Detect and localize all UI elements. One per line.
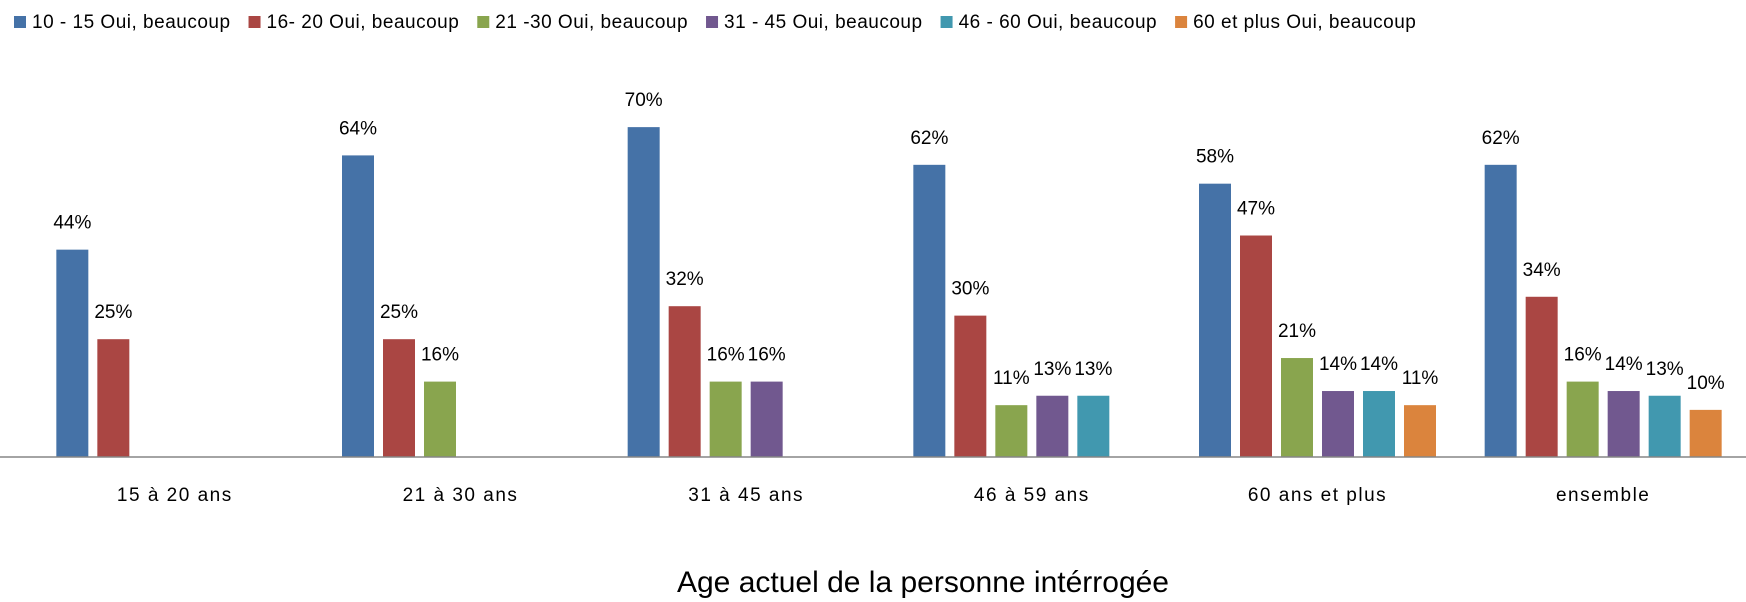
x-tick-label: 46 à 59 ans [974, 485, 1090, 506]
data-label: 30% [951, 279, 989, 300]
bar [1077, 395, 1110, 457]
bar [1484, 164, 1517, 457]
data-label: 16% [421, 345, 459, 366]
bar [1322, 391, 1354, 457]
data-label: 70% [625, 90, 663, 111]
data-label: 16% [748, 345, 786, 366]
legend-label: 60 et plus Oui, beaucoup [1193, 12, 1416, 33]
data-label: 62% [1482, 128, 1520, 149]
legend-label: 31 - 45 Oui, beaucoup [724, 12, 923, 33]
legend-label: 21 -30 Oui, beaucoup [495, 12, 688, 33]
bar [1566, 381, 1599, 457]
bar [709, 381, 742, 457]
x-tick-label: 21 à 30 ans [403, 485, 519, 506]
legend-swatch [940, 16, 953, 28]
x-tick-label: 31 à 45 ans [688, 485, 804, 506]
bar [342, 155, 374, 457]
data-label: 13% [1033, 359, 1071, 380]
bar [1240, 235, 1272, 457]
bar [627, 127, 660, 457]
data-label: 25% [380, 302, 418, 323]
data-label: 10% [1687, 373, 1725, 394]
data-label: 13% [1074, 359, 1112, 380]
bar [668, 306, 701, 457]
bar [383, 339, 415, 457]
legend-label: 16- 20 Oui, beaucoup [267, 12, 460, 33]
bar [1036, 395, 1069, 457]
data-label: 21% [1278, 321, 1316, 342]
data-label: 11% [1402, 368, 1439, 389]
data-label: 16% [1564, 345, 1602, 366]
data-label: 14% [1605, 354, 1643, 375]
bar [1525, 296, 1558, 457]
data-label: 64% [339, 118, 377, 139]
data-label: 44% [53, 213, 91, 234]
legend-swatch [1175, 16, 1188, 28]
bar [1607, 391, 1640, 457]
bar [1404, 405, 1436, 457]
x-tick-label: 15 à 20 ans [117, 485, 233, 506]
bar [954, 315, 987, 457]
legend-label: 10 - 15 Oui, beaucoup [32, 12, 231, 33]
data-label: 14% [1319, 354, 1357, 375]
bar [1363, 391, 1395, 457]
x-axis-label: Age actuel de la personne intérrogée [677, 566, 1169, 599]
data-label: 25% [94, 302, 132, 323]
bar [1689, 409, 1722, 457]
bar [1648, 395, 1681, 457]
data-label: 58% [1196, 147, 1234, 168]
data-label: 16% [707, 345, 745, 366]
data-label: 14% [1360, 354, 1398, 375]
bar [750, 381, 783, 457]
bar [56, 249, 89, 457]
data-label: 34% [1523, 260, 1561, 281]
bar [995, 405, 1028, 457]
legend-label: 46 - 60 Oui, beaucoup [959, 12, 1158, 33]
legend-swatch [477, 16, 490, 28]
bar [1199, 183, 1231, 458]
data-label: 32% [666, 269, 704, 290]
data-label: 47% [1237, 199, 1275, 220]
legend-swatch [706, 16, 719, 28]
x-tick-label: ensemble [1556, 485, 1650, 506]
legend-swatch [14, 16, 26, 28]
data-label: 11% [993, 368, 1030, 389]
bar [1281, 358, 1313, 457]
data-label: 62% [910, 128, 948, 149]
legend-swatch [248, 16, 261, 28]
data-label: 13% [1646, 359, 1684, 380]
bar [97, 339, 130, 457]
bar [913, 164, 946, 457]
x-tick-label: 60 ans et plus [1248, 485, 1387, 506]
bar [424, 381, 456, 457]
